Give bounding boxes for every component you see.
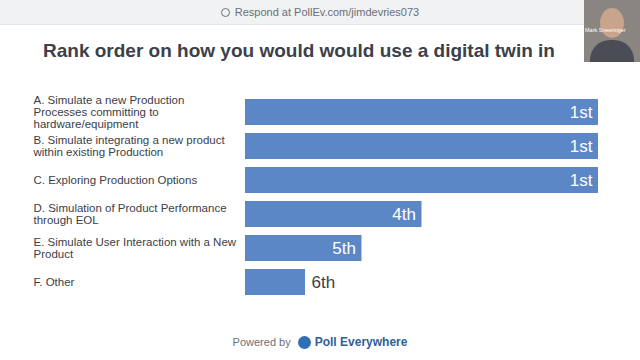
svg-text:1st: 1st (570, 171, 593, 190)
html-text:Poll Everywhere: Poll Everywhere (314, 335, 408, 349)
html-text:Rank order on how you would wo: Rank order on how you would would use a … (43, 40, 555, 61)
svg-text:1st: 1st (570, 103, 593, 122)
svg-text:4th: 4th (392, 205, 416, 224)
svg-text:6th: 6th (312, 273, 336, 292)
html-text:Respond at PollEv.com/jimdevri: Respond at PollEv.com/jimdevries073 (234, 6, 420, 18)
html-text:Mark Sneeringer: Mark Sneeringer (585, 27, 626, 33)
html-text:Powered by: Powered by (232, 336, 291, 348)
svg-text:5th: 5th (332, 239, 356, 258)
svg-text:C. Exploring Production Option: C. Exploring Production Options (34, 174, 198, 186)
svg-text:D. Simulation of Product Perfo: D. Simulation of Product Performancethro… (34, 202, 227, 226)
svg-text:A. Simulate a new ProductionPr: A. Simulate a new ProductionProcesses co… (34, 94, 185, 130)
svg-text:E. Simulate User Interaction w: E. Simulate User Interaction with a NewP… (34, 236, 237, 260)
svg-text:F. Other: F. Other (34, 276, 75, 288)
svg-text:1st: 1st (570, 137, 593, 156)
svg-text:B. Simulate integrating a new: B. Simulate integrating a new productwit… (33, 134, 226, 158)
